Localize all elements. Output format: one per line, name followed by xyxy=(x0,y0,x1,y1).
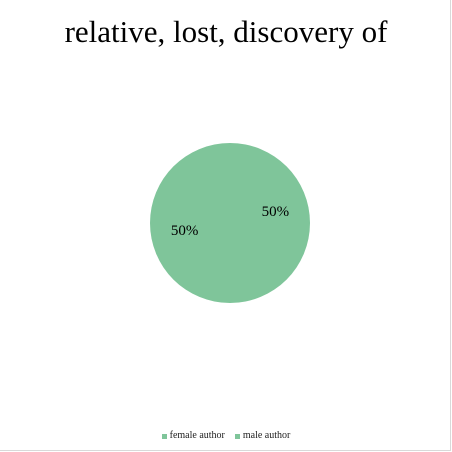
pie-slice-male-author xyxy=(150,143,230,303)
pie-slice-female-author xyxy=(230,143,310,303)
legend-swatch-male-author xyxy=(234,433,240,439)
data-label-female-author: 50% xyxy=(262,204,290,220)
pie-slices xyxy=(150,143,310,303)
legend-item-female-author: female author xyxy=(161,430,225,442)
pie-data-labels: 50% 50% xyxy=(171,204,289,239)
data-label-male-author: 50% xyxy=(171,223,199,239)
legend-item-male-author: male author xyxy=(234,430,291,442)
legend-label-male-author: male author xyxy=(242,430,291,441)
legend: female author male author xyxy=(0,430,452,442)
chart-title: relative, lost, discovery of xyxy=(64,14,388,49)
legend-swatch-female-author xyxy=(161,433,167,439)
legend-label-female-author: female author xyxy=(169,430,225,441)
